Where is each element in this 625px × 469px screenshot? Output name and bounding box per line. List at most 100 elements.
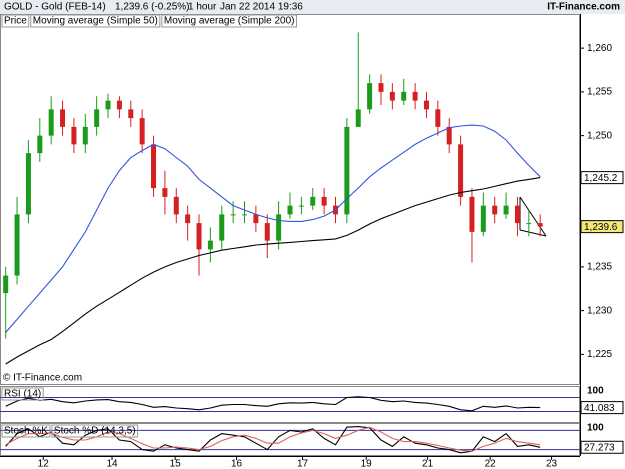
y-tick-label: 100 bbox=[587, 423, 604, 434]
candle-body bbox=[537, 223, 543, 227]
candle-body bbox=[196, 223, 202, 250]
candle-body bbox=[230, 214, 236, 216]
y-tick-label: 1,260 bbox=[587, 43, 612, 54]
candle-body bbox=[25, 153, 31, 215]
candle-body bbox=[116, 100, 122, 110]
value-label-box bbox=[580, 220, 624, 234]
trendline bbox=[519, 196, 547, 237]
value-label-box bbox=[580, 401, 624, 415]
candle-body bbox=[48, 109, 54, 136]
header-timestamp: Jan 22 2014 19:36 bbox=[220, 2, 303, 13]
legend-box bbox=[51, 424, 139, 438]
candle-body bbox=[355, 109, 361, 127]
candle-body bbox=[423, 100, 429, 110]
candle-body bbox=[401, 91, 407, 101]
candle-body bbox=[298, 205, 304, 207]
legend-box bbox=[1, 14, 30, 28]
candle-body bbox=[151, 144, 157, 189]
candle-body bbox=[94, 109, 100, 127]
candle-body bbox=[310, 196, 316, 206]
candle-body bbox=[71, 126, 77, 145]
candle-body bbox=[446, 126, 452, 145]
candle-body bbox=[503, 205, 509, 215]
y-tick-label: 1,255 bbox=[587, 87, 612, 98]
series-line bbox=[5, 177, 541, 365]
candle-body bbox=[287, 205, 293, 215]
legend-entry: Stoch %K bbox=[4, 426, 48, 437]
candle-body bbox=[378, 83, 384, 92]
legend-box bbox=[1, 424, 51, 438]
header-interval: 1 hour bbox=[188, 2, 217, 13]
candle-body bbox=[253, 214, 259, 224]
candle-body bbox=[321, 196, 327, 206]
candle-body bbox=[128, 109, 134, 119]
x-tick-label: 15 bbox=[170, 459, 182, 469]
candle-body bbox=[435, 109, 441, 127]
candle-body bbox=[37, 135, 43, 154]
candle-body bbox=[207, 240, 213, 250]
x-tick-label: 19 bbox=[361, 459, 373, 469]
candle-body bbox=[173, 196, 179, 215]
value-label-box bbox=[580, 171, 624, 185]
header-bar bbox=[0, 0, 625, 14]
x-tick-label: 12 bbox=[38, 459, 50, 469]
legend-box bbox=[161, 14, 297, 28]
candle-body bbox=[105, 100, 111, 110]
candle-body bbox=[480, 205, 486, 232]
series-line bbox=[5, 396, 541, 412]
legend-entry: Moving average (Simple 50) bbox=[33, 16, 158, 27]
x-tick-label: 21 bbox=[422, 459, 434, 469]
candle-body bbox=[469, 196, 475, 232]
legend-entry: Price bbox=[4, 16, 27, 27]
series-line bbox=[5, 124, 541, 333]
candle-body bbox=[389, 91, 395, 101]
candle-body bbox=[344, 126, 350, 215]
legend-box bbox=[30, 14, 161, 28]
candle-body bbox=[492, 205, 498, 215]
value-label: 27.273 bbox=[584, 442, 615, 453]
candle-body bbox=[60, 109, 66, 127]
candle-body bbox=[162, 188, 168, 197]
candle-body bbox=[185, 214, 191, 224]
candle-body bbox=[82, 126, 88, 145]
value-label: 1,239.6 bbox=[584, 222, 618, 233]
legend-entry: Moving average (Simple 200) bbox=[164, 16, 295, 27]
candle-body bbox=[412, 91, 418, 101]
candle-body bbox=[3, 275, 9, 294]
header-last: 1,239.6 (-0.25%) bbox=[115, 2, 190, 13]
y-tick-label: 1,250 bbox=[587, 130, 612, 141]
candle-body bbox=[219, 214, 225, 241]
trendline bbox=[519, 229, 547, 237]
y-tick-label: 1,230 bbox=[587, 305, 612, 316]
candle-body bbox=[139, 118, 145, 145]
x-tick-label: 22 bbox=[485, 459, 497, 469]
y-tick-label: 1,225 bbox=[587, 349, 612, 360]
value-label-box bbox=[580, 440, 624, 454]
value-label: 41.083 bbox=[584, 403, 615, 414]
header-title: GOLD - Gold (FEB-14) bbox=[4, 2, 106, 13]
rsi-frame bbox=[0, 386, 580, 423]
value-label: 1,245.2 bbox=[584, 173, 618, 184]
candle-body bbox=[458, 144, 464, 197]
stoch-frame bbox=[0, 423, 580, 456]
x-tick-label: 23 bbox=[546, 459, 558, 469]
x-tick-label: 17 bbox=[297, 459, 309, 469]
candle-body bbox=[367, 83, 373, 110]
x-tick-label: 16 bbox=[231, 459, 243, 469]
legend-box bbox=[1, 387, 44, 401]
legend-entry: RSI (14) bbox=[4, 389, 41, 400]
y-tick-label: 100 bbox=[587, 386, 604, 397]
candle-body bbox=[14, 214, 20, 276]
header-brand: IT-Finance.com bbox=[547, 2, 620, 13]
candle-body bbox=[514, 205, 520, 224]
candle-body bbox=[264, 223, 270, 241]
candle-body bbox=[526, 223, 532, 225]
candle-body bbox=[242, 214, 248, 216]
x-tick-label: 14 bbox=[106, 459, 118, 469]
y-tick-label: 1,235 bbox=[587, 262, 612, 273]
legend-entry: Stoch %D (14,3,5) bbox=[54, 426, 136, 437]
candle-body bbox=[276, 214, 282, 241]
copyright: © IT-Finance.com bbox=[3, 373, 82, 384]
